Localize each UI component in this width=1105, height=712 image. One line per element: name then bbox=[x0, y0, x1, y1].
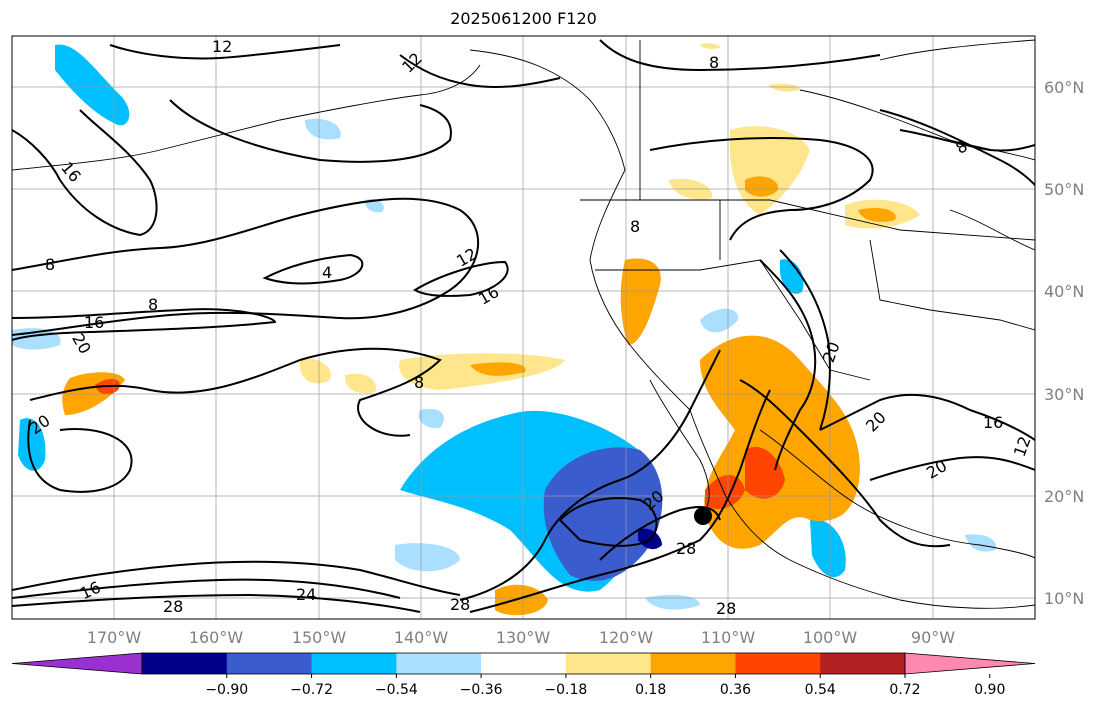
svg-text:4: 4 bbox=[322, 263, 332, 282]
lon-label-160w: 160°W bbox=[189, 628, 244, 647]
colorbar-segment bbox=[311, 653, 397, 674]
colorbar-segment bbox=[565, 653, 652, 674]
lon-label-120w: 120°W bbox=[599, 628, 654, 647]
colorbar-tick-label: −0.18 bbox=[544, 682, 587, 698]
colorbar-outline bbox=[141, 652, 906, 675]
graticule bbox=[12, 36, 1035, 619]
positive-anomaly-shading bbox=[62, 43, 920, 616]
colorbar-tick-label: −0.54 bbox=[375, 682, 418, 698]
lat-label-40: 40°N bbox=[1044, 282, 1084, 301]
svg-text:28: 28 bbox=[676, 539, 696, 558]
colorbar-segment bbox=[735, 653, 821, 674]
svg-text:12: 12 bbox=[212, 37, 232, 56]
lat-label-50: 50°N bbox=[1044, 180, 1084, 199]
lat-label-10: 10°N bbox=[1044, 589, 1084, 608]
svg-text:24: 24 bbox=[296, 585, 316, 604]
lat-label-30: 30°N bbox=[1044, 385, 1084, 404]
map-title: 2025061200 F120 bbox=[450, 9, 597, 28]
svg-text:8: 8 bbox=[414, 373, 424, 392]
lon-label-90w: 90°W bbox=[911, 628, 955, 647]
lon-label-170w: 170°W bbox=[87, 628, 142, 647]
height-contours bbox=[12, 39, 1035, 613]
lon-label-150w: 150°W bbox=[292, 628, 347, 647]
svg-text:28: 28 bbox=[450, 595, 470, 614]
colorbar-tick-label: 0.72 bbox=[889, 682, 920, 698]
longitude-labels: 170°W 160°W 150°W 140°W 130°W 120°W 110°… bbox=[87, 628, 955, 647]
svg-text:8: 8 bbox=[709, 53, 719, 72]
colorbar-extend-high bbox=[904, 652, 1036, 675]
svg-text:28: 28 bbox=[163, 597, 183, 616]
latitude-labels: 60°N 50°N 40°N 30°N 20°N 10°N bbox=[1044, 78, 1084, 608]
lon-label-100w: 100°W bbox=[803, 628, 858, 647]
colorbar-segment bbox=[396, 653, 482, 674]
colorbar-extend-low bbox=[11, 652, 143, 675]
colorbar-tick-label: −0.36 bbox=[460, 682, 503, 698]
lon-label-110w: 110°W bbox=[701, 628, 756, 647]
svg-text:28: 28 bbox=[716, 599, 736, 618]
colorbar: −0.90 −0.72 −0.54 −0.36 −0.18 0.18 0.36 0.54 0.7… bbox=[11, 652, 1036, 698]
colorbar-tick-label: −0.72 bbox=[290, 682, 333, 698]
colorbar-tick-label: 0.36 bbox=[720, 682, 751, 698]
lat-label-60: 60°N bbox=[1044, 78, 1084, 97]
colorbar-segment bbox=[820, 653, 906, 674]
colorbar-segment bbox=[481, 653, 567, 674]
colorbar-segment bbox=[650, 653, 736, 674]
colorbar-tick-label: 0.18 bbox=[635, 682, 666, 698]
colorbar-segment bbox=[142, 653, 228, 674]
lon-label-140w: 140°W bbox=[394, 628, 449, 647]
coastlines bbox=[12, 39, 1035, 609]
lon-label-130w: 130°W bbox=[496, 628, 551, 647]
storm-center-marker bbox=[694, 507, 712, 525]
svg-text:16: 16 bbox=[983, 413, 1003, 432]
colorbar-segment bbox=[226, 653, 313, 674]
map-frame bbox=[11, 35, 1036, 620]
svg-text:8: 8 bbox=[148, 295, 158, 314]
colorbar-tick-label: −0.90 bbox=[205, 682, 248, 698]
colorbar-tick-label: 0.90 bbox=[974, 682, 1005, 698]
lat-label-20: 20°N bbox=[1044, 487, 1084, 506]
svg-text:8: 8 bbox=[45, 255, 55, 274]
svg-text:8: 8 bbox=[630, 217, 640, 236]
colorbar-tick-label: 0.54 bbox=[805, 682, 836, 698]
svg-text:16: 16 bbox=[84, 313, 104, 332]
negative-anomaly-shading bbox=[12, 44, 996, 610]
